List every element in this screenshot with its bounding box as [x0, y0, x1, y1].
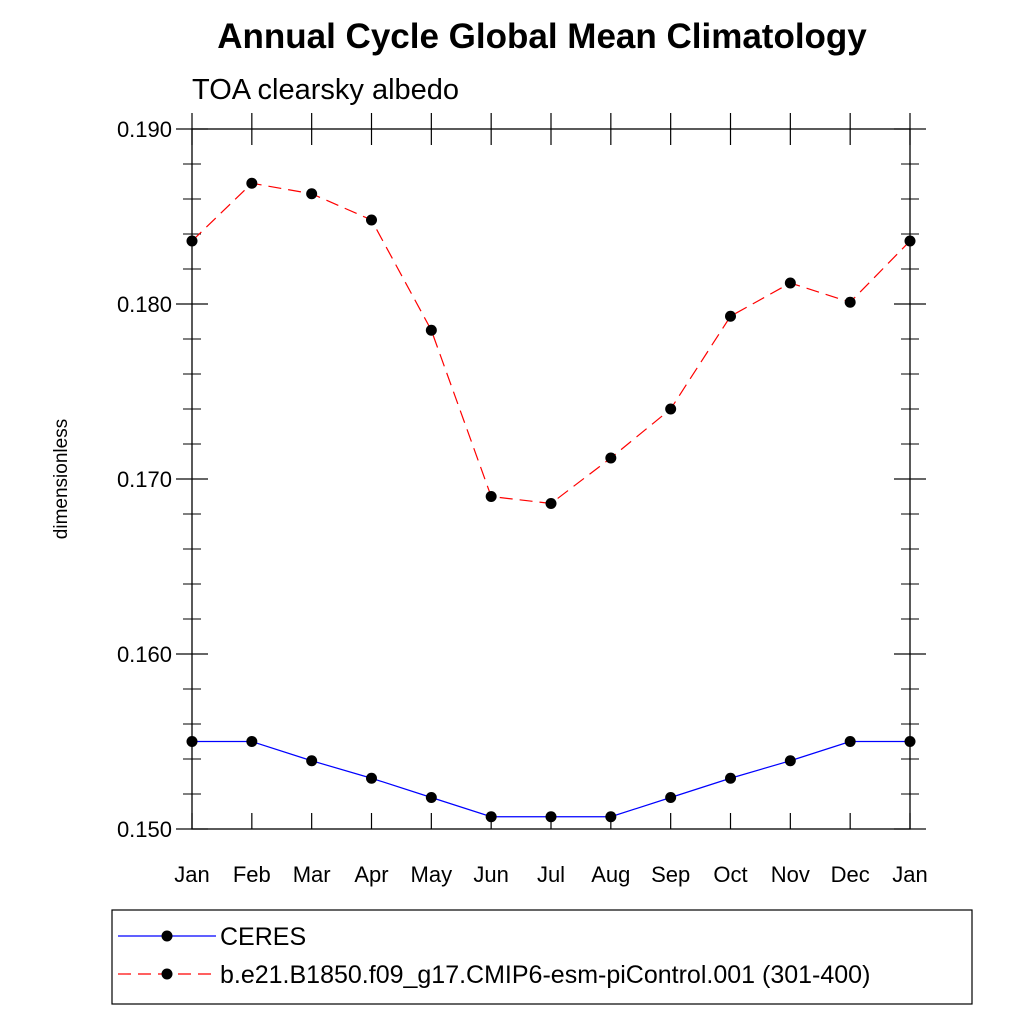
x-tick-label: May: [411, 862, 453, 887]
series-0-point: [246, 736, 258, 747]
x-tick-label: Mar: [293, 862, 331, 887]
legend-box: [111, 909, 973, 1005]
series-0-point: [844, 736, 856, 747]
series-1-point: [306, 188, 318, 200]
x-tick-label: Nov: [771, 862, 810, 887]
x-tick-label: Jan: [892, 862, 927, 887]
series-1-point: [665, 403, 677, 415]
series-1-point: [784, 277, 796, 289]
series-0-point: [366, 772, 377, 784]
series-1-point: [425, 324, 437, 336]
series-0-point: [665, 792, 677, 803]
chart-subtitle: TOA clearsky albedo: [192, 74, 459, 106]
series-0-point: [425, 792, 437, 803]
series-1-point: [366, 214, 377, 226]
series-0-point: [186, 736, 198, 747]
y-tick-label: 0.180: [117, 292, 172, 317]
x-tick-label: Jul: [537, 862, 565, 887]
x-tick-label: Dec: [831, 862, 870, 887]
series-1-point: [246, 177, 258, 189]
series-1-point: [605, 452, 617, 464]
series-1-point: [186, 235, 198, 247]
x-tick-label: Jun: [473, 862, 508, 887]
y-tick-label: 0.170: [117, 467, 172, 492]
series-0-point: [725, 772, 736, 784]
series-1-point: [545, 498, 557, 509]
chart-title: Annual Cycle Global Mean Climatology: [217, 17, 867, 56]
x-tick-label: Aug: [591, 862, 630, 887]
x-tick-label: Oct: [713, 862, 747, 887]
y-axis-label: dimensionless: [51, 419, 72, 539]
y-tick-label: 0.190: [117, 117, 172, 142]
series-1-point: [485, 491, 497, 502]
y-tick-label: 0.160: [117, 642, 172, 667]
legend-label-0: CERES: [220, 923, 306, 951]
series-0-point: [485, 811, 497, 823]
x-tick-label: Feb: [233, 862, 271, 887]
series-0-point: [306, 755, 318, 767]
series-0-point: [545, 811, 557, 823]
legend-marker-0: [161, 930, 173, 942]
series-0-point: [904, 736, 916, 747]
series-1-point: [725, 310, 736, 322]
series-1-point: [904, 235, 916, 247]
plot-area: 0.150 0.160 0.170 0.180 0.190 Jan Feb Mar Apr May…: [117, 113, 928, 887]
series-0-point: [605, 811, 617, 823]
series-1-point: [844, 296, 856, 308]
series-0-point: [784, 755, 796, 767]
y-tick-label: 0.150: [117, 817, 172, 842]
x-tick-label: Jan: [174, 862, 209, 887]
legend: CERES b.e21.B1850.f09_g17.CMIP6-esm-piCon…: [111, 909, 973, 1005]
legend-label-1: b.e21.B1850.f09_g17.CMIP6-esm-piControl.…: [220, 961, 870, 989]
x-tick-label: Apr: [354, 862, 388, 887]
legend-marker-1: [161, 968, 173, 980]
x-tick-label: Sep: [651, 862, 690, 887]
